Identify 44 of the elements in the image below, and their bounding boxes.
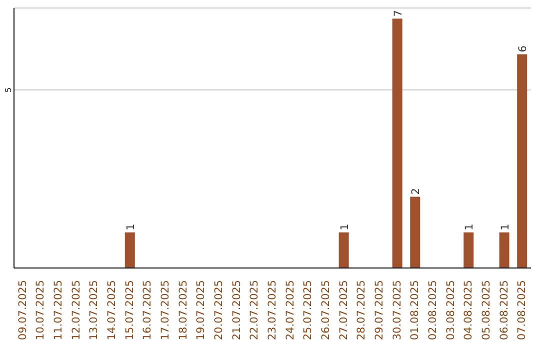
x-tick-label: 04.08.2025	[462, 280, 475, 340]
x-tick-label: 29.07.2025	[373, 280, 386, 340]
x-tick-label: 22.07.2025	[248, 280, 261, 340]
y-tick-label: 5	[4, 87, 13, 92]
x-tick-label: 30.07.2025	[391, 280, 404, 340]
x-tick-label: 25.07.2025	[302, 280, 314, 340]
x-tick-label: 24.07.2025	[284, 280, 296, 340]
data-label: 1	[338, 224, 351, 230]
x-tick-label: 18.07.2025	[177, 280, 190, 340]
bar	[124, 232, 135, 268]
x-tick-label: 16.07.2025	[142, 280, 154, 340]
x-tick-label: 12.07.2025	[70, 280, 82, 340]
data-label: 1	[499, 224, 512, 230]
x-tick-label: 27.07.2025	[338, 280, 350, 340]
bar	[338, 232, 349, 268]
data-label: 6	[517, 45, 530, 52]
x-tick-label: 02.08.2025	[426, 280, 439, 340]
x-tick-label: 11.07.2025	[52, 280, 65, 340]
x-tick-label: 06.08.2025	[498, 280, 510, 340]
x-tick-label: 21.07.2025	[230, 280, 243, 340]
data-label: 1	[124, 224, 137, 230]
bar	[499, 232, 510, 268]
x-tick-label: 05.08.2025	[480, 280, 492, 340]
x-tick-label: 20.07.2025	[213, 280, 226, 340]
data-label: 1	[464, 224, 476, 230]
x-tick-label: 19.07.2025	[195, 280, 208, 340]
data-label: 2	[410, 188, 422, 195]
bar	[410, 196, 420, 268]
x-tick-label: 28.07.2025	[356, 280, 368, 340]
x-tick-label: 09.07.2025	[16, 280, 29, 340]
x-tick-label: 01.08.2025	[409, 280, 422, 340]
bar	[517, 54, 528, 268]
data-label: 7	[392, 10, 404, 17]
bar	[464, 232, 474, 268]
x-tick-label: 13.07.2025	[88, 280, 100, 340]
x-tick-label: 26.07.2025	[320, 280, 332, 340]
x-tick-label: 10.07.2025	[34, 280, 47, 340]
x-tick-label: 03.08.2025	[444, 280, 457, 340]
x-tick-label: 14.07.2025	[106, 280, 118, 340]
x-tick-label: 15.07.2025	[124, 280, 136, 340]
x-tick-label: 23.07.2025	[266, 280, 278, 340]
bar	[392, 18, 402, 268]
x-tick-label: 07.08.2025	[516, 280, 528, 340]
x-tick-label: 17.07.2025	[160, 280, 172, 340]
